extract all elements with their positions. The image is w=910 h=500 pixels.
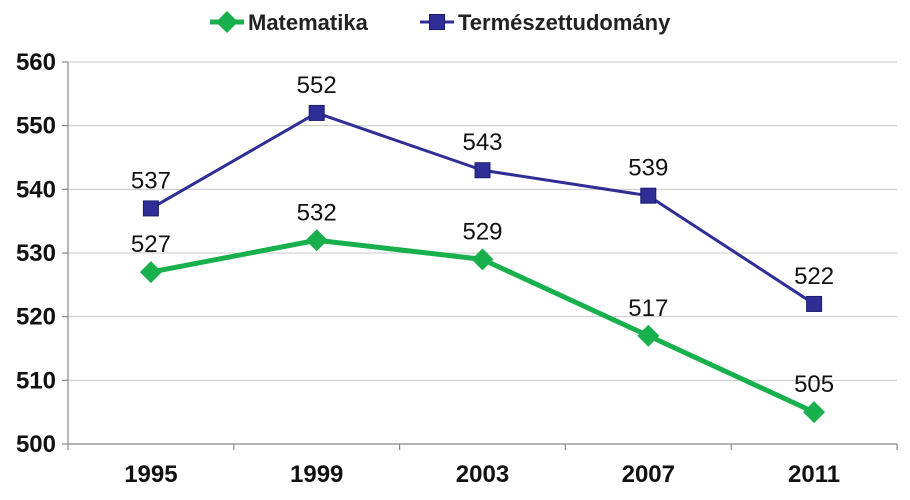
y-tick-label: 500 [16,431,56,458]
data-point-marker [637,324,660,347]
data-label: 543 [462,129,502,156]
axes [62,61,898,450]
data-point-marker [471,248,494,271]
data-label: 539 [628,155,668,182]
data-label: 505 [794,371,834,398]
legend-item: Matematika [210,10,369,35]
data-label: 537 [131,167,171,194]
y-axis-ticks: 500 510 520 530 540 550 560 [16,49,56,458]
y-tick-label: 520 [16,304,56,331]
legend-label: Matematika [248,10,369,35]
data-point-marker [803,401,826,424]
data-label: 552 [297,72,337,99]
data-label: 527 [131,231,171,258]
legend-item: Természettudomány [420,10,671,35]
data-point-marker [142,200,159,217]
data-point-marker [305,229,328,252]
legend-marker [216,11,238,33]
series-termeszettudomany [142,104,823,312]
y-tick-label: 540 [16,176,56,203]
data-point-marker [308,104,325,121]
legend: Matematika Természettudomány [210,10,671,35]
data-label: 532 [297,199,337,226]
data-point-marker [806,295,823,312]
data-labels-layer: 527 532 529 517 505 537 552 543 539 522 [131,72,834,398]
data-point-marker [640,187,657,204]
x-tick-label: 1999 [290,461,343,488]
y-tick-label: 560 [16,49,56,76]
legend-label: Természettudomány [458,10,671,35]
x-tick-label: 2011 [788,461,840,488]
x-tick-label: 1995 [124,461,177,488]
data-label: 517 [628,295,668,322]
data-label: 522 [794,263,834,290]
series-layer [139,104,826,424]
y-tick-label: 550 [16,113,56,140]
data-label: 529 [462,218,502,245]
legend-marker [429,14,445,30]
data-point-marker [139,261,162,284]
series-matematika [139,229,826,424]
x-axis-ticks: 1995 1999 2003 2007 2011 [124,461,840,488]
y-tick-label: 530 [16,240,56,267]
y-tick-label: 510 [16,367,56,394]
x-tick-label: 2003 [456,461,509,488]
data-point-marker [474,162,491,179]
x-tick-label: 2007 [622,461,675,488]
